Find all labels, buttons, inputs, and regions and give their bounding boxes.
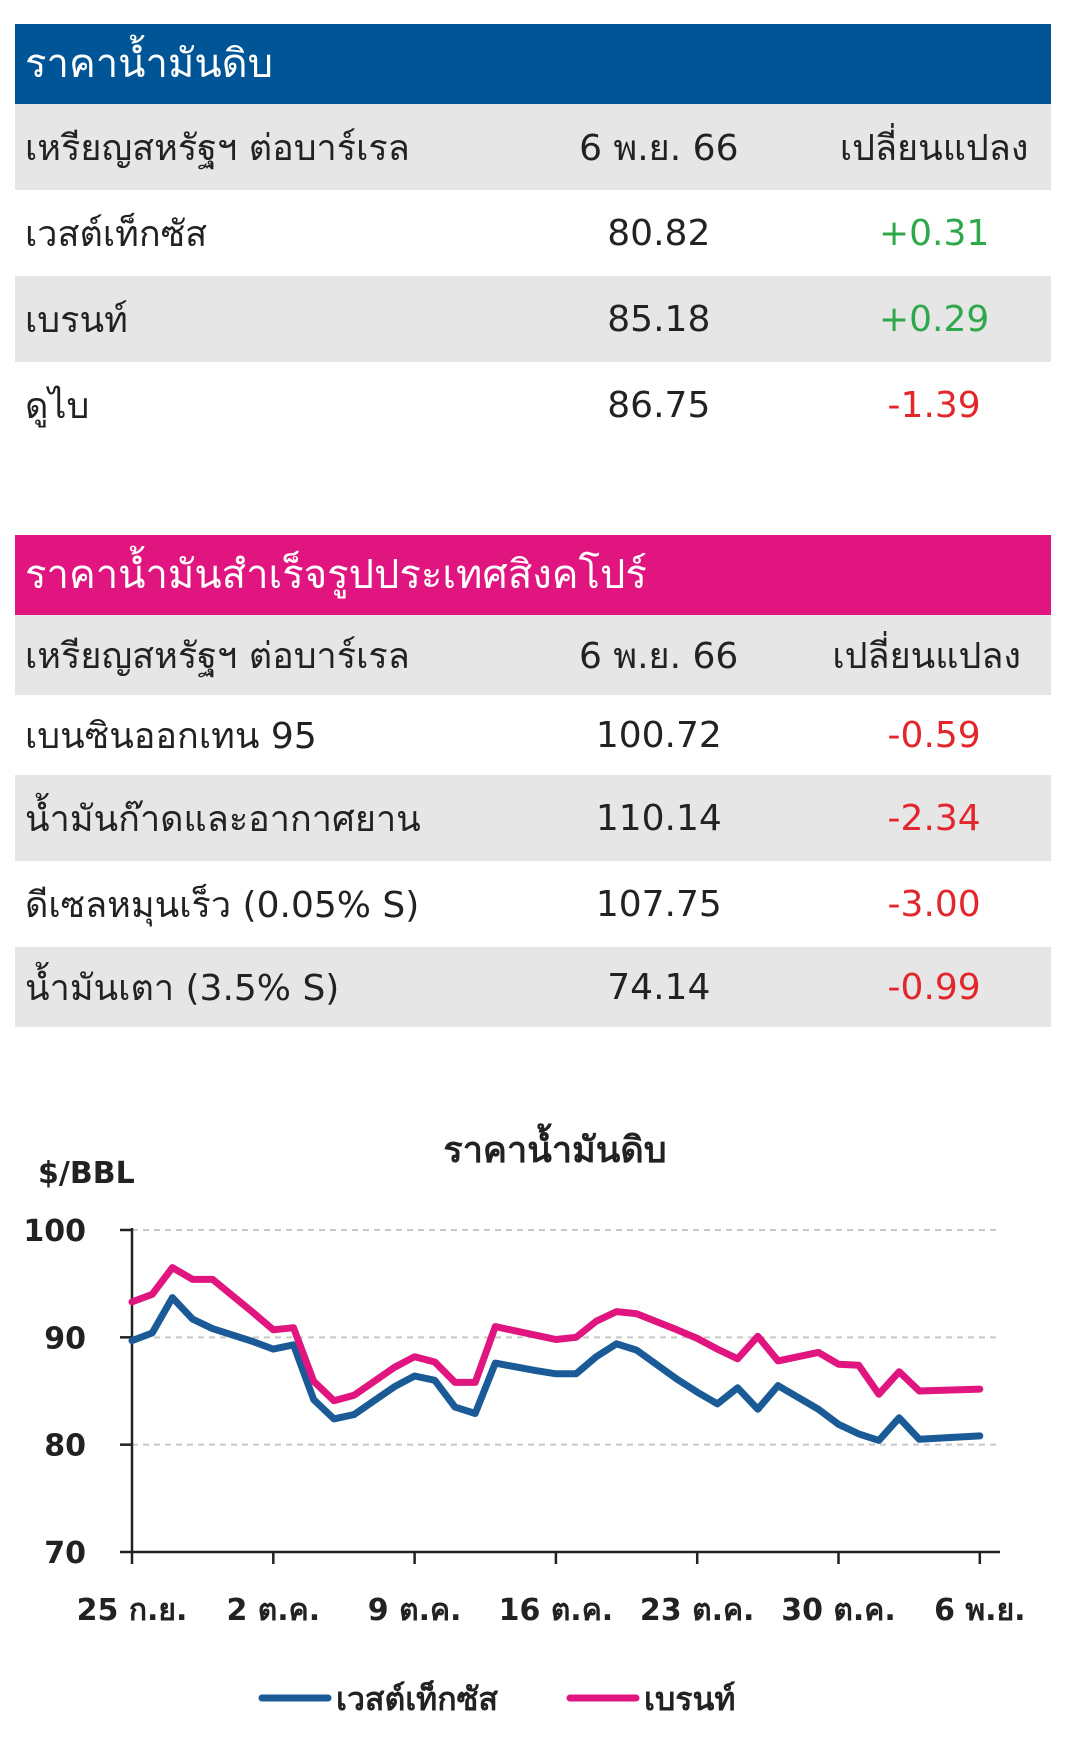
- column-date: 6 พ.ย. 66: [578, 635, 739, 677]
- y-tick-label: 70: [44, 1536, 86, 1571]
- row-change: +0.31: [878, 212, 990, 254]
- row-change: -1.39: [887, 384, 981, 426]
- row-name: น้ำมันก๊าดและอากาศยาน: [25, 798, 421, 840]
- column-date: 6 พ.ย. 66: [579, 127, 739, 169]
- chart-svg: ราคาน้ำมันดิบ $/BBL 70 80 90 100 25 ก.ย. 2 ต.…: [23, 1123, 1025, 1718]
- table-row: เบนซินออกเทน 95 100.72 -0.59: [15, 695, 1051, 775]
- table-row: ดูไบ 86.75 -1.39: [15, 362, 1051, 448]
- table-row: เบรนท์ 85.18 +0.29: [15, 276, 1051, 362]
- chart-title: ราคาน้ำมันดิบ: [443, 1123, 666, 1171]
- row-name: เบรนท์: [25, 299, 128, 341]
- row-price: 100.72: [595, 714, 722, 756]
- x-tick-label: 2 ต.ค.: [226, 1593, 320, 1628]
- column-change: เปลี่ยนแปลง: [839, 127, 1029, 169]
- x-tick-label: 23 ต.ค.: [640, 1593, 755, 1628]
- column-unit: เหรียญสหรัฐฯ ต่อบาร์เรล: [25, 635, 410, 677]
- series-lines: [128, 1264, 984, 1444]
- crude-oil-chart: ราคาน้ำมันดิบ $/BBL 70 80 90 100 25 ก.ย. 2 ต.…: [0, 1110, 1074, 1759]
- column-change: เปลี่ยนแปลง: [832, 635, 1021, 677]
- row-price: 80.82: [607, 212, 711, 254]
- row-change: -2.34: [887, 797, 981, 839]
- crude-oil-table-header: เหรียญสหรัฐฯ ต่อบาร์เรล 6 พ.ย. 66 เปลี่ย…: [15, 104, 1051, 190]
- y-axis-label: $/BBL: [38, 1156, 135, 1191]
- series-line-wti: [128, 1294, 984, 1444]
- row-change: -0.59: [887, 714, 981, 756]
- row-name: ดูไบ: [25, 385, 90, 427]
- axes: 70 80 90 100 25 ก.ย. 2 ต.ค. 9 ต.ค. 16 ต.ค. 23 ต.…: [23, 1214, 1025, 1628]
- refined-products-table: ราคาน้ำมันสำเร็จรูปประเทศสิงคโปร์ เหรียญ…: [15, 535, 1051, 1027]
- crude-oil-table: ราคาน้ำมันดิบ เหรียญสหรัฐฯ ต่อบาร์เรล 6 …: [15, 24, 1051, 448]
- legend-label: เวสต์เท็กซัส: [336, 1679, 498, 1718]
- x-tick-label: 25 ก.ย.: [77, 1593, 188, 1628]
- refined-products-table-header: เหรียญสหรัฐฯ ต่อบาร์เรล 6 พ.ย. 66 เปลี่ย…: [15, 615, 1051, 695]
- y-tick-label: 80: [44, 1429, 86, 1464]
- row-name: เบนซินออกเทน 95: [25, 715, 317, 757]
- row-price: 86.75: [607, 384, 711, 426]
- table-row: ดีเซลหมุนเร็ว (0.05% S) 107.75 -3.00: [15, 861, 1051, 947]
- table-row: น้ำมันเตา (3.5% S) 74.14 -0.99: [15, 947, 1051, 1027]
- legend: เวสต์เท็กซัส เบรนท์: [258, 1679, 735, 1718]
- y-tick-label: 100: [23, 1214, 86, 1249]
- legend-label: เบรนท์: [644, 1680, 735, 1718]
- x-tick-label: 9 ต.ค.: [368, 1593, 462, 1628]
- row-name: ดีเซลหมุนเร็ว (0.05% S): [25, 884, 420, 926]
- row-price: 110.14: [595, 797, 722, 839]
- row-change: -3.00: [887, 883, 981, 925]
- series-line-brent: [128, 1264, 984, 1405]
- y-tick-label: 90: [44, 1321, 86, 1356]
- crude-oil-table-title: ราคาน้ำมันดิบ: [15, 24, 1051, 104]
- row-change: +0.29: [878, 298, 990, 340]
- row-name: เวสต์เท็กซัส: [25, 213, 208, 255]
- row-price: 107.75: [595, 883, 722, 925]
- row-name: น้ำมันเตา (3.5% S): [25, 967, 340, 1009]
- table-row: เวสต์เท็กซัส 80.82 +0.31: [15, 190, 1051, 276]
- x-tick-label: 6 พ.ย.: [934, 1593, 1025, 1628]
- refined-products-table-title: ราคาน้ำมันสำเร็จรูปประเทศสิงคโปร์: [15, 535, 1051, 615]
- row-price: 85.18: [607, 298, 711, 340]
- table-row: น้ำมันก๊าดและอากาศยาน 110.14 -2.34: [15, 775, 1051, 861]
- x-tick-label: 16 ต.ค.: [499, 1593, 614, 1628]
- column-unit: เหรียญสหรัฐฯ ต่อบาร์เรล: [25, 127, 410, 169]
- x-tick-label: 30 ต.ค.: [781, 1593, 896, 1628]
- row-change: -0.99: [887, 966, 981, 1008]
- row-price: 74.14: [607, 966, 711, 1008]
